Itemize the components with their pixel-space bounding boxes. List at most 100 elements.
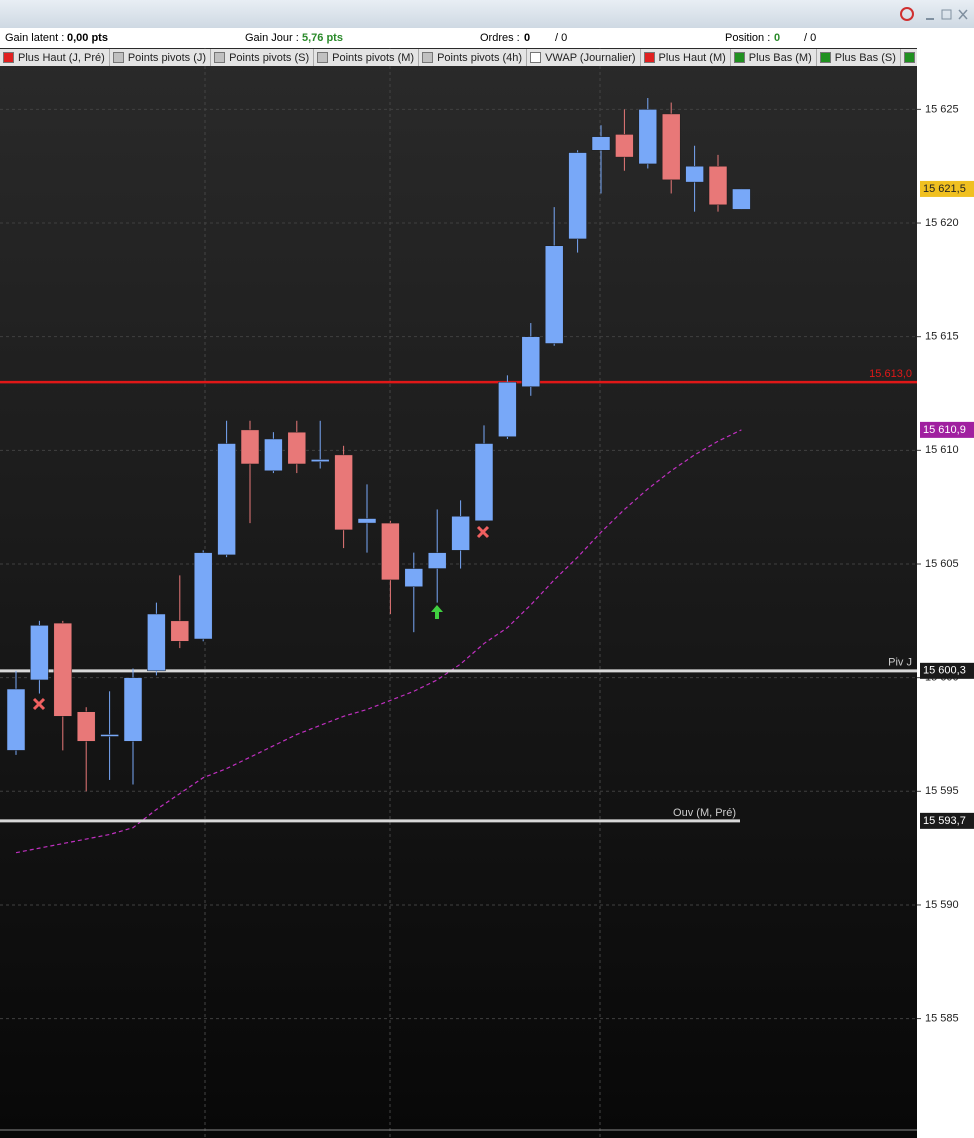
candle-body [53,622,73,717]
y-tick-label: 15 585 [925,1013,959,1025]
close[interactable] [958,9,968,20]
vwap-line [15,429,742,854]
y-tick-label: 15 620 [925,217,959,229]
indicator-color [214,52,226,63]
candle-body [147,613,166,672]
indicator-color [819,52,831,63]
level-label: Ouv (M, Pré) [673,807,736,819]
candle-body [240,429,260,465]
indicator-name: Plus Bas (M) [748,51,812,64]
gain-jour-value: 5,76 pts [302,32,343,44]
position-count: 0 [774,32,781,44]
candle-body [474,443,494,522]
y-tick-label: 15 595 [925,785,959,797]
candle-body [638,109,658,165]
indicator-name: Plus Bas (S) [834,51,896,64]
candle-body [404,568,424,587]
candle-body [334,454,353,531]
candle-body [357,518,377,524]
level-label: 15.613,0 [869,368,912,380]
price-box-label: 15 610,9 [923,424,966,436]
toolbar: Gain latent : 0,00 pts Gain Jour : 5,76 … [0,28,974,48]
indicator-tabs: Plus Haut (J, Pré) Points pivots (J) Point… [0,49,917,66]
candle-body [427,552,447,569]
candle-body [544,245,564,344]
indicator-tab[interactable]: Points pivots (J) [110,49,212,66]
indicator-name: Plus Haut (M) [658,51,726,64]
indicator-color [422,52,434,63]
indicator-color [3,52,14,63]
indicator-tab[interactable]: Points pivots (M) [314,49,420,66]
candle-body [123,677,143,742]
candle-body [708,165,728,206]
ordres-total: / 0 [555,32,568,44]
candle-body [381,522,400,581]
candle-body [100,734,119,737]
indicator-tab[interactable]: Points pivots (4h) [419,49,528,66]
candle-body [170,620,190,642]
price-box-label: 15 600,3 [923,665,966,677]
indicator-color [903,52,915,63]
title-bar [0,0,974,29]
buy-marker [431,605,443,619]
price-box [920,662,974,679]
candle-body [264,438,283,472]
indicator-color [530,52,542,63]
y-tick-label: 15 605 [925,558,959,570]
indicator-color [112,52,124,63]
refresh-icon[interactable] [900,7,914,21]
indicator-tab[interactable]: Plus Haut (M) [641,49,731,66]
indicator-name: Points pivots (4h) [437,51,523,64]
indicator-tab[interactable]: Plus Bas [901,49,917,66]
price-box [920,812,974,829]
candle-body [30,625,49,681]
indicator-tab[interactable]: VWAP (Journalier) [527,49,641,66]
position-total: / 0 [804,32,817,44]
candle-body [6,688,26,751]
indicator-tab[interactable]: Plus Bas (M) [731,49,817,66]
indicator-color [643,52,655,63]
candle-body [591,136,611,151]
candle-body [76,711,96,742]
indicator-color [733,52,745,63]
candle-body [193,552,213,640]
price-box-label: 15 621,5 [923,183,966,195]
sell-marker [32,697,46,711]
candle-body [451,516,470,551]
indicator-tab[interactable]: Points pivots (S) [211,49,315,66]
y-tick-label: 15 590 [925,899,959,911]
price-box-label: 15 593,7 [923,815,966,827]
ordres-count: 0 [524,32,531,44]
indicator-tab[interactable]: Plus Bas (S) [817,49,901,66]
indicator-name: Plus Haut (J, Pré) [18,51,105,64]
candle-body [310,459,330,462]
indicator-name: Points pivots (S) [229,51,310,64]
plot-background [0,48,917,1138]
candle-body [521,336,541,387]
y-tick-label: 15 615 [925,331,959,343]
y-tick-label: 15 625 [925,103,959,115]
candle-body [287,431,307,465]
candle-body [217,443,236,556]
indicator-name: Points pivots (M) [332,51,415,64]
indicator-tab[interactable]: Plus Haut (J, Pré) [0,49,110,66]
indicator-name: Points pivots (J) [127,51,207,64]
indicator-color [317,52,329,63]
candle-body [685,165,704,183]
position-label: Position : [725,32,771,44]
price-box [920,421,974,438]
candle-body [732,188,751,210]
gain-latent-value: 0,00 pts [67,32,108,44]
maximize[interactable] [941,9,952,20]
y-tick-label: 15 610 [925,444,959,456]
candle-body [568,152,587,240]
price-axis [917,48,974,1138]
price-box [920,180,974,197]
candle-body [661,113,681,181]
gain-jour-label: Gain Jour : [245,32,299,44]
window-controls [900,7,968,21]
sell-marker [476,525,490,539]
indicator-name: VWAP (Journalier) [545,51,636,64]
